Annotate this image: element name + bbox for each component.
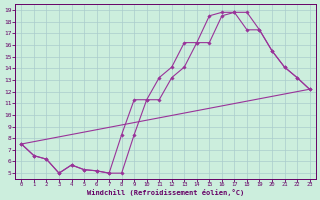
- X-axis label: Windchill (Refroidissement éolien,°C): Windchill (Refroidissement éolien,°C): [87, 189, 244, 196]
